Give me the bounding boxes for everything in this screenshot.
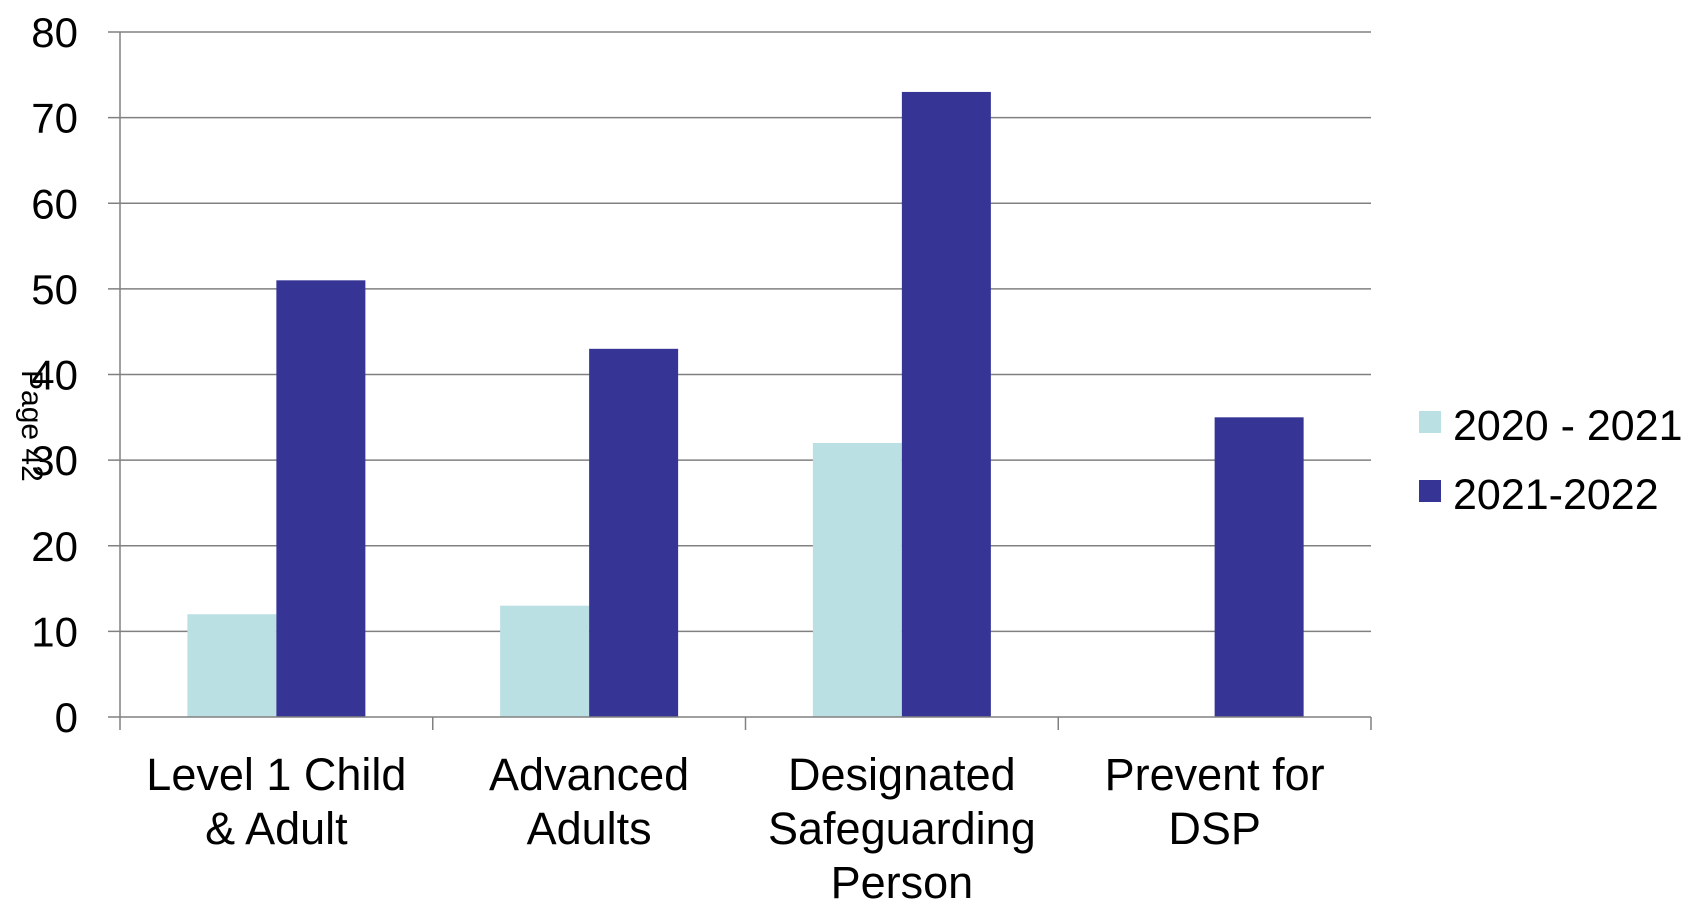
- y-tick-label: 10: [31, 608, 78, 655]
- x-category-label: Level 1 Child: [146, 749, 406, 800]
- legend: 2020 - 2021 2021-2022: [1419, 402, 1683, 519]
- y-tick-label: 0: [55, 694, 78, 741]
- bars: [187, 92, 1303, 717]
- y-tick-label: 80: [31, 9, 78, 56]
- x-category-label: Designated: [788, 749, 1016, 800]
- legend-swatch: [1419, 480, 1441, 502]
- y-tick-label: 70: [31, 95, 78, 142]
- bar: [813, 443, 902, 717]
- x-category-label: Prevent for: [1105, 749, 1325, 800]
- bar: [589, 349, 678, 717]
- bar: [1215, 417, 1304, 717]
- x-category-label: Safeguarding: [768, 803, 1036, 854]
- x-category-label: Adults: [527, 803, 652, 854]
- x-category-label: DSP: [1168, 803, 1261, 854]
- y-tick-label: 50: [31, 266, 78, 313]
- bar: [500, 606, 589, 717]
- x-category-label: Person: [831, 857, 974, 902]
- x-category-label: Advanced: [489, 749, 689, 800]
- bar: [187, 614, 276, 717]
- x-category-label: & Adult: [205, 803, 348, 854]
- bar: [276, 280, 365, 717]
- y-tick-label: 60: [31, 180, 78, 227]
- legend-label: 2020 - 2021: [1453, 402, 1683, 450]
- page-stamp: Page 42: [15, 370, 48, 482]
- legend-label: 2021-2022: [1453, 471, 1659, 519]
- legend-swatch: [1419, 411, 1441, 433]
- y-tick-label: 20: [31, 523, 78, 570]
- bar: [902, 92, 991, 717]
